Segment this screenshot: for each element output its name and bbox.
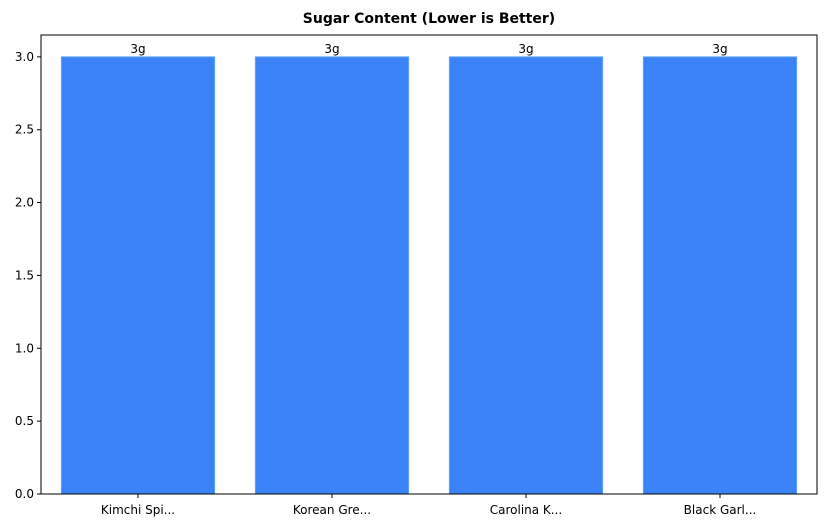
y-tick-label: 2.5 <box>15 123 34 137</box>
bar-data-label: 3g <box>712 42 727 56</box>
bar-data-label: 3g <box>130 42 145 56</box>
x-tick-label: Kimchi Spi... <box>101 503 175 517</box>
y-axis: 0.0 0.5 1.0 1.5 2.0 2.5 3.0 <box>15 50 41 501</box>
bar-data-label: 3g <box>324 42 339 56</box>
x-tick-label: Korean Gre... <box>293 503 371 517</box>
bar <box>642 56 798 495</box>
y-tick-label: 3.0 <box>15 50 34 64</box>
bar-group <box>60 56 798 495</box>
x-tick-label: Black Garl... <box>684 503 757 517</box>
bar <box>60 56 216 495</box>
y-tick-label: 0.0 <box>15 487 34 501</box>
data-label-group: 3g 3g 3g 3g <box>130 42 727 56</box>
bar-data-label: 3g <box>518 42 533 56</box>
bar <box>448 56 604 495</box>
y-tick-label: 2.0 <box>15 196 34 210</box>
chart-title: Sugar Content (Lower is Better) <box>303 11 555 27</box>
y-tick-label: 1.5 <box>15 268 34 282</box>
y-tick-label: 1.0 <box>15 341 34 355</box>
y-tick-label: 0.5 <box>15 414 34 428</box>
plot-frame <box>40 34 818 495</box>
x-axis: Kimchi Spi... Korean Gre... Carolina K... B… <box>101 494 756 517</box>
x-tick-label: Carolina K... <box>490 503 563 517</box>
bar <box>254 56 410 495</box>
